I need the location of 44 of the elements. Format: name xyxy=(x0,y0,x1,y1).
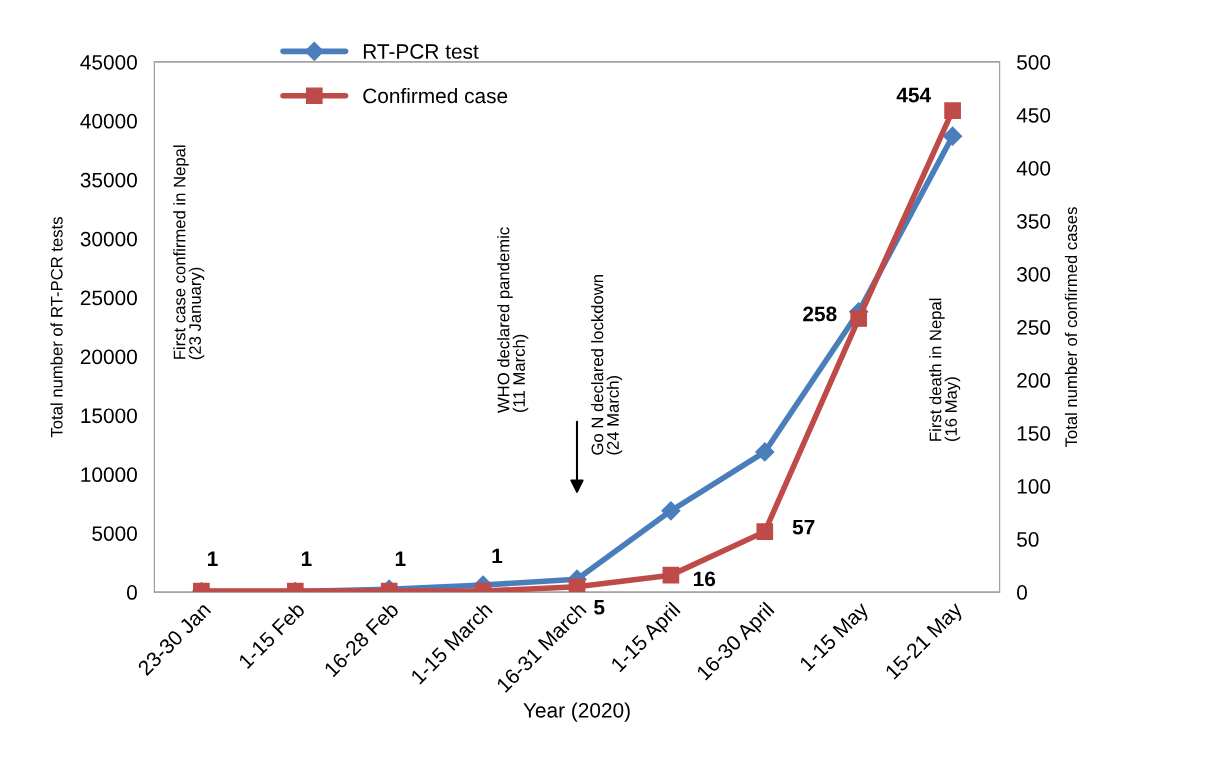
point xyxy=(944,102,961,120)
y-tick-label: 45000 xyxy=(80,54,137,70)
annotation: WHO declared pandemic (11 March) xyxy=(497,227,529,413)
y-tick-label: 30000 xyxy=(80,231,137,247)
data-label: 57 xyxy=(792,519,815,535)
y2-tick-label: 250 xyxy=(1017,320,1051,335)
point xyxy=(661,501,681,521)
data-label: 16 xyxy=(693,571,716,587)
data-label: 1 xyxy=(395,551,406,566)
data-label: 258 xyxy=(803,306,837,322)
y2-tick-label: 200 xyxy=(1017,373,1051,388)
y-axis-title: Total number of RT-PCR tests xyxy=(50,217,63,438)
data-label: 1 xyxy=(301,551,312,566)
annotation: First death in Nepal (16 May) xyxy=(929,298,961,442)
point xyxy=(850,310,868,327)
data-label: 454 xyxy=(896,87,931,103)
y2-tick-label: 500 xyxy=(1017,54,1051,70)
legend-label: RT-PCR test xyxy=(363,44,479,59)
y2-tick-label: 0 xyxy=(1017,585,1027,600)
data-label: 1 xyxy=(208,551,218,566)
y2-tick-label: 50 xyxy=(1017,532,1039,547)
y-tick-label: 10000 xyxy=(81,467,137,483)
y-tick-label: 20000 xyxy=(80,349,137,365)
y-tick-label: 15000 xyxy=(81,408,137,424)
y2-axis-title: Total number of confirmed cases xyxy=(1064,207,1078,448)
point xyxy=(755,442,775,462)
y-tick-label: 25000 xyxy=(80,290,137,306)
data-label: 1 xyxy=(492,548,503,564)
legend-label: Confirmed case xyxy=(363,87,508,104)
y2-tick-label: 150 xyxy=(1017,426,1051,441)
y-tick-label: 35000 xyxy=(80,172,137,188)
x-axis-title: Year (2020) xyxy=(523,702,630,722)
y2-tick-label: 450 xyxy=(1016,107,1051,123)
y2-tick-label: 300 xyxy=(1017,267,1051,282)
annotation: Go N declared lockdown (24 March) xyxy=(591,275,623,455)
y2-tick-label: 350 xyxy=(1017,213,1051,229)
y-tick-label: 5000 xyxy=(92,526,137,541)
y-tick-label: 40000 xyxy=(80,113,137,129)
data-label: 5 xyxy=(594,600,605,615)
annotation: First case confirmed in Nepal (23 January) xyxy=(173,145,205,360)
y2-tick-label: 100 xyxy=(1017,479,1051,494)
y-tick-label: 0 xyxy=(126,585,137,600)
point xyxy=(943,126,963,146)
y2-tick-label: 400 xyxy=(1016,160,1051,176)
